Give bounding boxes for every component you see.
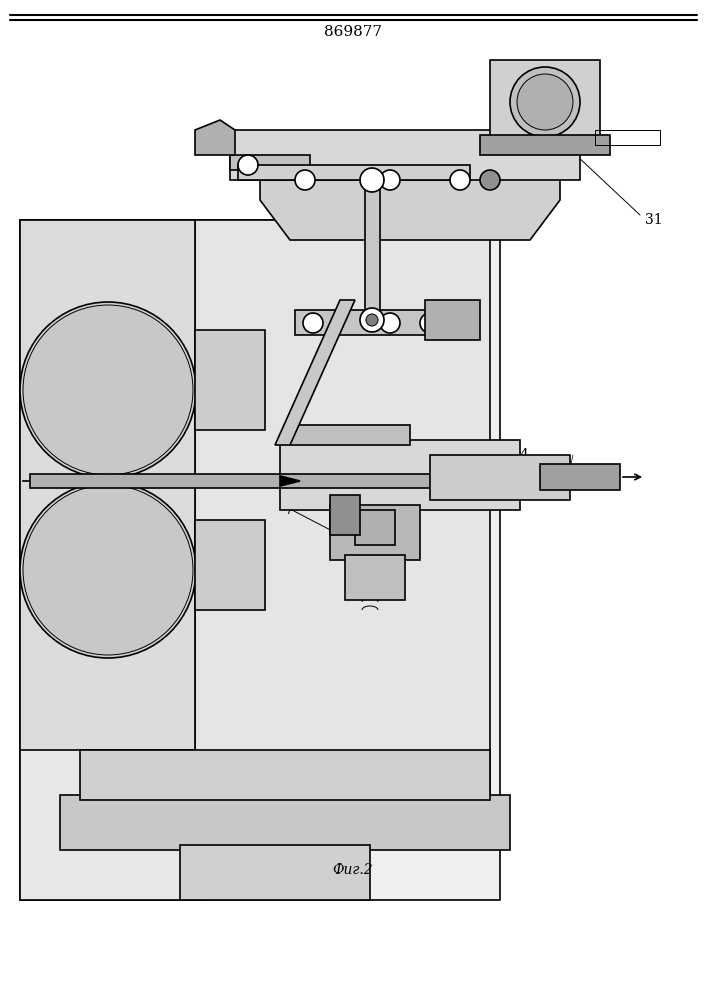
Polygon shape <box>195 520 265 610</box>
Polygon shape <box>80 750 490 800</box>
Polygon shape <box>540 464 620 490</box>
Polygon shape <box>365 180 380 320</box>
Polygon shape <box>260 150 560 240</box>
Circle shape <box>295 170 315 190</box>
Polygon shape <box>280 476 300 486</box>
Circle shape <box>238 155 258 175</box>
Circle shape <box>20 482 196 658</box>
Polygon shape <box>20 220 500 900</box>
Circle shape <box>510 67 580 137</box>
Polygon shape <box>30 474 460 488</box>
Circle shape <box>360 168 384 192</box>
Polygon shape <box>275 300 355 445</box>
Polygon shape <box>280 440 520 510</box>
Circle shape <box>380 313 400 333</box>
Text: 4: 4 <box>520 448 529 462</box>
Circle shape <box>363 518 387 542</box>
Polygon shape <box>20 220 200 900</box>
Polygon shape <box>295 310 445 335</box>
Polygon shape <box>430 455 570 500</box>
Polygon shape <box>320 140 550 165</box>
Polygon shape <box>195 120 235 155</box>
Polygon shape <box>230 130 580 180</box>
Text: 7: 7 <box>285 503 294 517</box>
Circle shape <box>23 485 193 655</box>
Polygon shape <box>20 220 195 750</box>
Polygon shape <box>490 60 600 145</box>
Circle shape <box>380 170 400 190</box>
Polygon shape <box>290 425 410 445</box>
Polygon shape <box>195 330 265 430</box>
Polygon shape <box>345 555 405 600</box>
Circle shape <box>23 305 193 475</box>
Polygon shape <box>330 505 420 560</box>
Text: 2: 2 <box>535 473 544 487</box>
Circle shape <box>517 74 573 130</box>
Polygon shape <box>425 300 480 340</box>
Polygon shape <box>230 155 310 170</box>
Circle shape <box>20 302 196 478</box>
Polygon shape <box>60 795 510 850</box>
Polygon shape <box>330 495 360 535</box>
Polygon shape <box>195 220 490 800</box>
Polygon shape <box>480 135 610 155</box>
Circle shape <box>366 314 378 326</box>
Circle shape <box>303 313 323 333</box>
Polygon shape <box>180 845 370 900</box>
Circle shape <box>360 308 384 332</box>
Circle shape <box>450 170 470 190</box>
Circle shape <box>420 313 440 333</box>
Circle shape <box>480 170 500 190</box>
Text: 869877: 869877 <box>324 25 382 39</box>
Text: Фиг.2: Фиг.2 <box>333 863 373 877</box>
Text: 31: 31 <box>645 213 662 227</box>
Polygon shape <box>355 510 395 545</box>
Polygon shape <box>238 165 470 180</box>
Circle shape <box>369 524 381 536</box>
